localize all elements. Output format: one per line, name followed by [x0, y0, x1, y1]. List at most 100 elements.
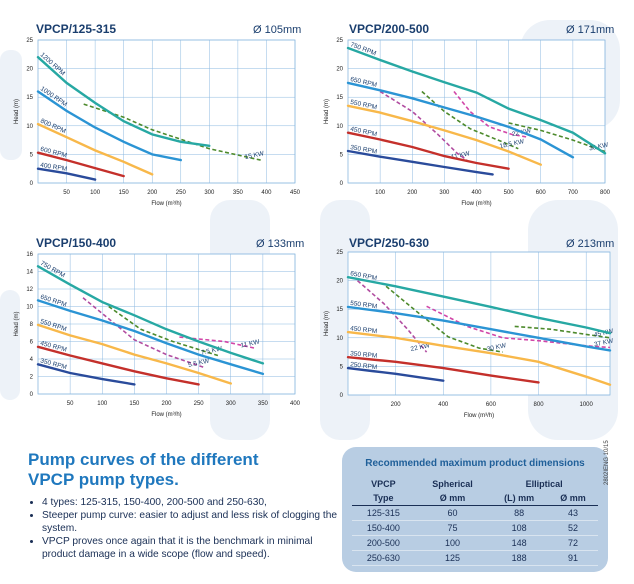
speed-label: 250 RPM — [350, 361, 378, 371]
table-cell: 108 — [511, 523, 527, 533]
x-axis-label: Flow (m³/h) — [151, 412, 181, 418]
y-tick-label: 0 — [30, 392, 34, 398]
power-curve — [385, 285, 503, 353]
col-header: Spherical — [432, 479, 473, 489]
speed-curve — [346, 330, 612, 386]
x-tick-label: 350 — [258, 401, 269, 407]
x-tick-label: 200 — [407, 190, 418, 196]
y-tick-label: 10 — [26, 305, 33, 311]
x-tick-label: 1000 — [580, 402, 594, 408]
speed-curve — [346, 81, 575, 159]
power-curve — [453, 90, 529, 138]
power-label: 11 KW — [240, 338, 261, 349]
speed-curve — [36, 323, 232, 385]
table-cell: 100 — [445, 538, 461, 548]
col-header: Type — [352, 491, 415, 506]
y-tick-label: 5 — [30, 152, 34, 158]
y-tick-label: 25 — [336, 250, 343, 256]
power-label: 37 KW — [593, 337, 614, 348]
x-tick-label: 400 — [471, 190, 482, 196]
section-heading: Pump curves of the different VPCP pump t… — [28, 450, 328, 490]
power-label: 22 KW — [410, 342, 431, 353]
table-cell: 72 — [567, 538, 578, 548]
speed-curve — [36, 265, 265, 365]
power-label: 45 KW — [593, 328, 614, 339]
impeller-diameter: Ø 213mm — [566, 238, 615, 250]
y-tick-label: 6 — [30, 340, 34, 346]
y-tick-label: 0 — [340, 181, 344, 187]
table-cell: 150-400 — [366, 523, 400, 533]
speed-curve — [36, 151, 125, 178]
y-tick-label: 12 — [26, 287, 33, 293]
y-tick-label: 16 — [26, 252, 33, 258]
speed-curve — [346, 131, 510, 170]
y-tick-label: 20 — [336, 279, 343, 285]
chart-200-500: VPCP/200-500 Ø 171mm 100 200 300 400 500 600 7… — [317, 0, 634, 225]
y-tick-label: 0 — [30, 181, 34, 187]
power-curve — [82, 297, 206, 369]
impeller-diameter: Ø 133mm — [256, 238, 305, 250]
table-row: 250-630 125 188 91 — [352, 551, 598, 566]
x-tick-label: 150 — [129, 401, 140, 407]
feature-item: Steeper pump curve: easier to adjust and… — [42, 509, 342, 535]
x-tick-label: 300 — [439, 190, 450, 196]
x-tick-label: 200 — [161, 401, 172, 407]
y-tick-label: 10 — [26, 124, 33, 130]
power-label: 30 KW — [588, 141, 609, 152]
table-cell: 125 — [445, 553, 461, 563]
feature-item: VPCP proves once again that it is the be… — [42, 535, 342, 561]
col-header: Elliptical — [525, 479, 563, 489]
speed-label: 400 RPM — [40, 162, 68, 173]
y-axis-label: Head (m) — [324, 311, 330, 336]
chart-title: VPCP/200-500 — [349, 22, 430, 36]
power-curve — [108, 305, 219, 357]
x-tick-label: 350 — [233, 190, 244, 196]
x-tick-label: 800 — [600, 190, 611, 196]
plot-125-315: 50 100 150 200 250 300 350 400 450 0 5 10 15 20 25 Flow… — [14, 38, 301, 207]
x-tick-label: 450 — [290, 190, 301, 196]
x-axis-label: Flow (m³/h) — [151, 201, 181, 207]
y-tick-label: 5 — [340, 364, 344, 370]
power-curve — [179, 336, 257, 350]
table-row: 200-500 100 148 72 — [352, 536, 598, 551]
y-tick-label: 25 — [336, 38, 343, 44]
chart-125-315: VPCP/125-315 Ø 105mm 50 100 150 200 250 300 35… — [0, 0, 317, 225]
speed-curve — [36, 363, 136, 386]
y-tick-label: 15 — [336, 307, 343, 313]
table-row: 125-315 60 88 43 — [352, 506, 598, 521]
x-tick-label: 300 — [204, 190, 215, 196]
speed-curve — [346, 104, 542, 166]
speed-label: 650 RPM — [350, 270, 378, 282]
table-cell: 52 — [567, 523, 578, 533]
x-tick-label: 50 — [63, 190, 70, 196]
speed-curve — [346, 276, 612, 335]
y-axis-label: Head (m) — [14, 99, 20, 124]
x-tick-label: 400 — [261, 190, 272, 196]
x-tick-label: 200 — [391, 402, 402, 408]
power-curve — [379, 90, 468, 161]
dimensions-title: Recommended maximum product dimensions — [365, 458, 585, 469]
table-cell: 125-315 — [366, 508, 400, 518]
col-header: VPCP — [371, 479, 396, 489]
table-cell: 75 — [447, 523, 458, 533]
x-tick-label: 800 — [534, 402, 545, 408]
y-tick-label: 4 — [30, 357, 34, 363]
y-axis-label: Head (m) — [14, 311, 20, 336]
speed-label: 350 RPM — [350, 350, 378, 360]
y-tick-label: 2 — [30, 375, 34, 381]
x-axis-label: Flow (m³/h) — [464, 413, 494, 419]
heading-line-2: VPCP pump types. — [28, 470, 179, 489]
x-tick-label: 300 — [226, 401, 237, 407]
table-cell: 60 — [447, 508, 458, 518]
power-curve — [508, 122, 606, 153]
speed-curve — [36, 90, 182, 162]
x-tick-label: 600 — [486, 402, 497, 408]
speed-label: 450 RPM — [350, 325, 378, 335]
speed-label: 350 RPM — [350, 144, 378, 156]
speed-curve — [346, 356, 540, 384]
table-cell: 91 — [567, 553, 578, 563]
col-header: Ø mm — [414, 491, 491, 506]
plot-200-500: 100 200 300 400 500 600 700 800 0 5 10 15 20 25 Flow (… — [324, 38, 611, 207]
x-tick-label: 100 — [375, 190, 386, 196]
y-tick-label: 5 — [340, 152, 344, 158]
